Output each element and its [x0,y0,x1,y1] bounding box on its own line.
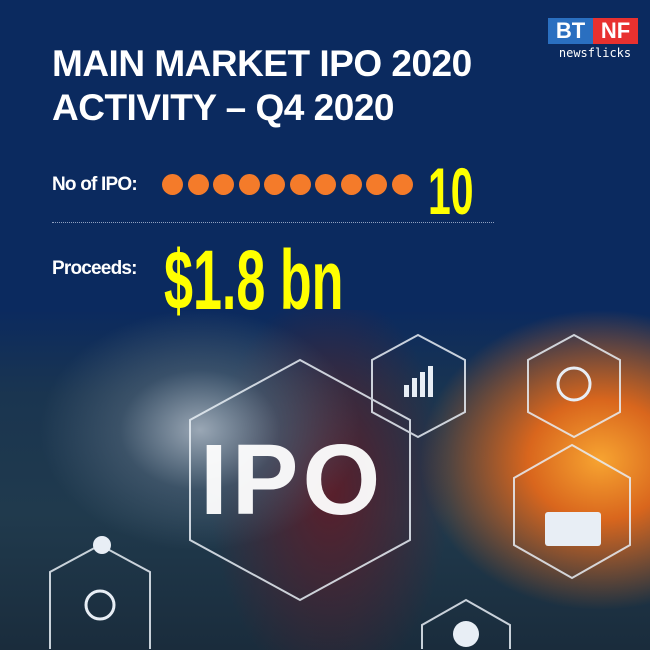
ipo-count-value: 10 [428,154,474,228]
hexagon-chart [371,333,466,439]
hexagon-globe [527,333,621,439]
ipo-dot [213,174,234,195]
ipo-dot [162,174,183,195]
ipo-count-label: No of IPO: [52,174,138,195]
ipo-image-text: IPO [200,424,385,536]
logo-bt: BT [548,18,593,44]
ipo-dot [391,174,413,195]
divider [52,222,494,223]
target-icon [84,589,116,621]
title-line-1: MAIN MARKET IPO 2020 [52,43,472,84]
ipo-count-dots [162,174,413,195]
hexagon-target [49,543,151,649]
ipo-dot [366,174,387,195]
page-title: MAIN MARKET IPO 2020 ACTIVITY – Q4 2020 [52,42,472,130]
ipo-dot [315,174,336,195]
logo-newsflicks: newsflicks [558,46,632,60]
hexagon-briefcase [513,443,631,580]
ipo-dot [238,174,260,195]
logo-nf: NF [593,18,638,44]
globe-icon [556,366,592,402]
hexagon-ipo [189,358,411,602]
ipo-dot [264,174,285,195]
dollar-coin-icon [453,621,479,647]
btnf-logo: BT NF newsflicks [548,18,642,60]
hexagon-dollar [421,598,511,649]
ipo-dot [340,174,362,195]
ipo-dot [289,174,311,195]
bar-chart-icon [404,385,409,397]
ipo-dot [187,174,209,195]
proceeds-value: $1.8 bn [164,233,344,327]
proceeds-label: Proceeds: [52,258,137,279]
briefcase-icon [545,512,601,546]
title-line-2: ACTIVITY – Q4 2020 [52,87,394,128]
